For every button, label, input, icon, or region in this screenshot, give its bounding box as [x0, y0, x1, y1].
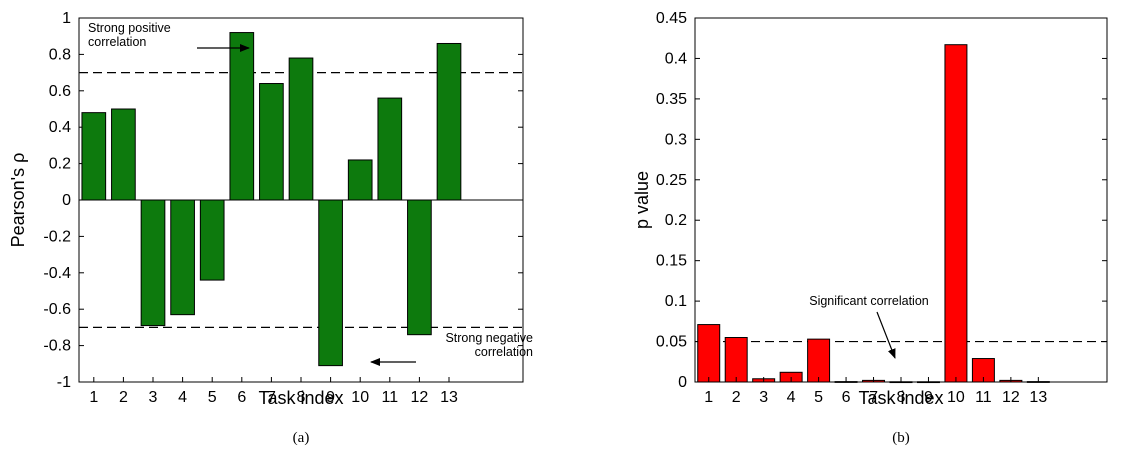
- bar: [377, 97, 403, 201]
- y-tick-label: 0.45: [656, 10, 687, 27]
- y-tick-label: 0.1: [665, 293, 687, 310]
- y-tick-label: 0.4: [49, 119, 71, 136]
- annotation-text: correlation: [475, 345, 533, 359]
- y-tick-label: -0.8: [43, 338, 71, 355]
- x-tick-label: 3: [759, 389, 768, 406]
- bar: [407, 199, 432, 336]
- y-tick-label: 0: [62, 192, 71, 209]
- axes-box: [694, 17, 1108, 383]
- bar: [347, 159, 373, 201]
- bar: [81, 112, 107, 201]
- annotation-text: Strong negative: [445, 331, 533, 345]
- x-tick-label: 5: [208, 389, 217, 406]
- bar: [944, 44, 968, 383]
- x-axis-label: Task index: [258, 388, 343, 408]
- y-tick-label: -0.6: [43, 301, 71, 318]
- y-tick-label: 0.35: [656, 91, 687, 108]
- x-tick-label: 8: [897, 389, 906, 406]
- x-tick-label: 5: [814, 389, 823, 406]
- x-tick-label: 1: [89, 389, 98, 406]
- bar: [199, 199, 225, 281]
- bar: [111, 108, 136, 201]
- x-tick-label: 7: [869, 389, 878, 406]
- x-tick-label: 2: [119, 389, 128, 406]
- annotation-text: correlation: [88, 35, 146, 49]
- x-tick-label: 9: [326, 389, 335, 406]
- x-tick-label: 2: [732, 389, 741, 406]
- bar: [259, 83, 284, 201]
- x-tick-label: 4: [178, 389, 187, 406]
- x-tick-label: 12: [411, 389, 429, 406]
- x-tick-label: 9: [924, 389, 933, 406]
- x-tick-label: 8: [297, 389, 306, 406]
- bar: [140, 199, 166, 327]
- bar: [724, 337, 748, 383]
- y-tick-label: 0.3: [665, 131, 687, 148]
- x-tick-label: 11: [975, 389, 992, 406]
- y-tick-label: 0.15: [656, 253, 687, 270]
- y-tick-label: 0.05: [656, 334, 687, 351]
- x-tick-label: 10: [351, 389, 369, 406]
- x-tick-label: 13: [1029, 389, 1047, 406]
- y-axis-label: p value: [632, 171, 652, 229]
- figure-caption: (b): [892, 430, 910, 446]
- x-axis-label: Task index: [858, 388, 943, 408]
- x-tick-label: 6: [237, 389, 246, 406]
- y-tick-label: -0.4: [43, 265, 71, 282]
- y-tick-label: 0.6: [49, 83, 71, 100]
- bar: [807, 338, 831, 383]
- annotation-arrow: [876, 311, 896, 359]
- bar: [436, 42, 462, 201]
- bar: [697, 324, 721, 383]
- y-tick-label: 0.2: [665, 212, 687, 229]
- x-tick-label: 12: [1002, 389, 1020, 406]
- y-tick-label: 0.2: [49, 156, 71, 173]
- bar: [229, 32, 255, 201]
- y-tick-label: 0.8: [49, 46, 71, 63]
- x-tick-label: 1: [704, 389, 713, 406]
- x-tick-label: 10: [947, 389, 965, 406]
- bar: [170, 199, 195, 316]
- x-tick-label: 6: [842, 389, 851, 406]
- y-tick-label: -1: [57, 374, 71, 391]
- y-tick-label: -0.2: [43, 228, 71, 245]
- y-tick-label: 1: [62, 10, 71, 27]
- annotation-text: Strong positive: [88, 21, 171, 35]
- y-tick-label: 0: [678, 374, 687, 391]
- bar: [288, 57, 314, 201]
- y-tick-label: 0.25: [656, 172, 687, 189]
- y-axis-label: Pearson's ρ: [8, 153, 28, 248]
- y-tick-label: 0.4: [665, 50, 687, 67]
- x-tick-label: 4: [787, 389, 796, 406]
- x-tick-label: 7: [267, 389, 276, 406]
- x-tick-label: 13: [440, 389, 458, 406]
- x-tick-label: 3: [149, 389, 158, 406]
- chart-panel-a: 10.80.60.40.20-0.2-0.4-0.6-0.8-11 2 3 4 5 6 7 8…: [8, 10, 533, 446]
- annotation-text: Significant correlation: [809, 294, 929, 308]
- figure-caption: (a): [293, 430, 310, 446]
- bar: [318, 199, 343, 367]
- x-tick-label: 11: [381, 389, 398, 406]
